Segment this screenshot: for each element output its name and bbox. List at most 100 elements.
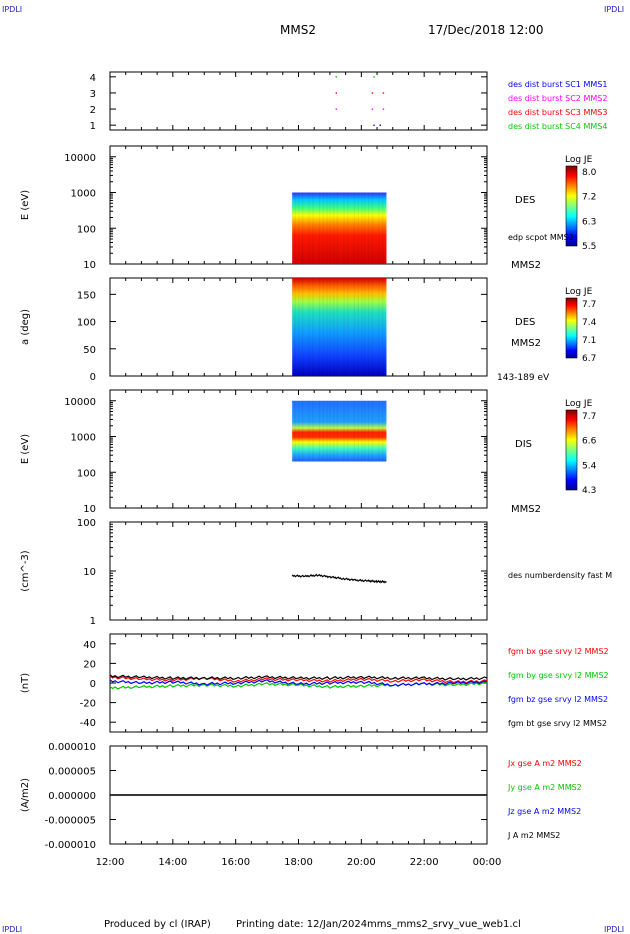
corner-label-bl: IPDLI (2, 925, 23, 934)
y-tick-label: 100 (77, 518, 96, 529)
colorbar-tick-label: 7.1 (582, 336, 596, 346)
colorbar-tick-label: 6.6 (582, 437, 597, 447)
y-tick-label: 20 (83, 659, 96, 670)
panel-sublabel: 143-189 eV (497, 373, 550, 383)
corner-label-tr: IPDLI (604, 5, 625, 14)
y-tick-label: 2 (90, 105, 96, 116)
colorbar-tick-label: 5.4 (582, 461, 597, 471)
colorbar-tick-label: 7.7 (582, 300, 596, 310)
y-tick-label: 1000 (71, 433, 96, 444)
y-axis-label: (A/m2) (20, 778, 31, 812)
burst-point (373, 124, 375, 126)
y-tick-label: -0.000010 (45, 840, 96, 851)
y-tick-label: 4 (90, 73, 96, 84)
fgm-series-line (109, 675, 488, 684)
y-tick-label: 100 (77, 224, 96, 235)
colorbar (565, 165, 578, 247)
y-tick-label: 50 (83, 345, 96, 356)
colorbar-title: Log JE (565, 287, 593, 297)
y-tick-label: 40 (83, 640, 96, 651)
y-tick-label: 1 (90, 121, 96, 132)
colorbar-title: Log JE (565, 155, 593, 165)
panel-label: DES (515, 195, 535, 206)
burst-point (371, 108, 374, 110)
y-tick-label: 10 (83, 504, 96, 515)
legend-entry: fgm by gse srvy l2 MMS2 (508, 671, 609, 680)
page-title: MMS2 (280, 23, 316, 37)
burst-point (382, 108, 385, 110)
fgm-series-line (109, 674, 488, 681)
x-tick-label: 16:00 (221, 857, 250, 868)
burst-point (335, 108, 337, 110)
colorbar-tick-label: 8.0 (582, 168, 597, 178)
y-tick-label: 1000 (71, 189, 96, 200)
page-datetime: 17/Dec/2018 12:00 (428, 23, 544, 37)
footer-produced: Produced by cl (IRAP) (104, 919, 211, 930)
density-line (291, 573, 387, 584)
corner-label-br: IPDLI (604, 925, 625, 934)
legend-entry: des dist burst SC1 MMS1 (508, 80, 607, 89)
panel-sublabel: MMS2 (511, 504, 541, 515)
x-tick-label: 12:00 (96, 857, 125, 868)
fgm-series-line (109, 679, 488, 687)
panel-sublabel: edp scpot MMS2 (508, 233, 574, 242)
spectrogram (292, 400, 387, 462)
legend-entry: des dist burst SC4 MMS4 (508, 122, 607, 131)
legend-entry: des dist burst SC2 MMS2 (508, 94, 607, 103)
legend-entry: fgm bz gse srvy l2 MMS2 (508, 695, 608, 704)
y-tick-label: -20 (80, 699, 96, 710)
panel-sublabel: MMS2 (511, 260, 541, 271)
burst-point (379, 124, 381, 126)
y-tick-label: 10000 (64, 153, 96, 164)
spectrogram (292, 278, 387, 376)
x-tick-label: 14:00 (158, 857, 187, 868)
x-tick-label: 18:00 (284, 857, 313, 868)
burst-point (371, 92, 374, 94)
corner-label-tl: IPDLI (2, 5, 23, 14)
y-tick-label: 10000 (64, 397, 96, 408)
x-tick-label: 00:00 (473, 857, 502, 868)
colorbar-tick-label: 6.7 (582, 354, 596, 364)
y-tick-label: 10 (83, 260, 96, 271)
panel-frame (109, 521, 488, 621)
footer-file: mms_mms2_srvy_vue_web1.cl (367, 919, 521, 930)
y-tick-label: 0.000000 (48, 791, 96, 802)
legend-entry: J A m2 MMS2 (507, 831, 560, 840)
legend-entry: Jz gse A m2 MMS2 (507, 807, 581, 816)
y-tick-label: 0.000005 (48, 767, 96, 778)
y-axis-label: (nT) (20, 673, 31, 693)
legend-entry: Jy gse A m2 MMS2 (507, 783, 582, 792)
y-tick-label: 100 (77, 468, 96, 479)
y-axis-label: E (eV) (20, 434, 31, 464)
spectrogram (292, 192, 387, 264)
y-tick-label: -40 (80, 718, 96, 729)
burst-point (373, 76, 375, 78)
y-axis-label: a (deg) (20, 309, 31, 345)
colorbar-tick-label: 5.5 (582, 242, 596, 252)
panel-label: DIS (515, 439, 532, 450)
y-tick-label: 100 (77, 318, 96, 329)
y-tick-label: 150 (77, 290, 96, 301)
colorbar-tick-label: 7.4 (582, 318, 597, 328)
legend-entry: des dist burst SC3 MMS3 (508, 108, 607, 117)
burst-point (382, 92, 385, 94)
colorbar (565, 297, 578, 359)
x-tick-label: 20:00 (347, 857, 376, 868)
y-tick-label: 10 (83, 567, 96, 578)
y-tick-label: 1 (90, 616, 96, 627)
x-tick-label: 22:00 (410, 857, 439, 868)
legend-entry: fgm bx gse srvy l2 MMS2 (508, 647, 609, 656)
legend-entry: fgm bt gse srvy l2 MMS2 (508, 719, 607, 728)
y-tick-label: 0 (90, 679, 96, 690)
colorbar-tick-label: 7.7 (582, 412, 596, 422)
y-tick-label: 0 (90, 372, 96, 383)
panel-sublabel: MMS2 (511, 338, 541, 349)
panel-frame (109, 71, 488, 131)
y-tick-label: 0.000010 (48, 742, 96, 753)
y-axis-label: E (eV) (20, 190, 31, 220)
colorbar-tick-label: 4.3 (582, 486, 596, 496)
panel-label: DES (515, 317, 535, 328)
burst-point (335, 92, 337, 94)
y-tick-label: 3 (90, 89, 96, 100)
